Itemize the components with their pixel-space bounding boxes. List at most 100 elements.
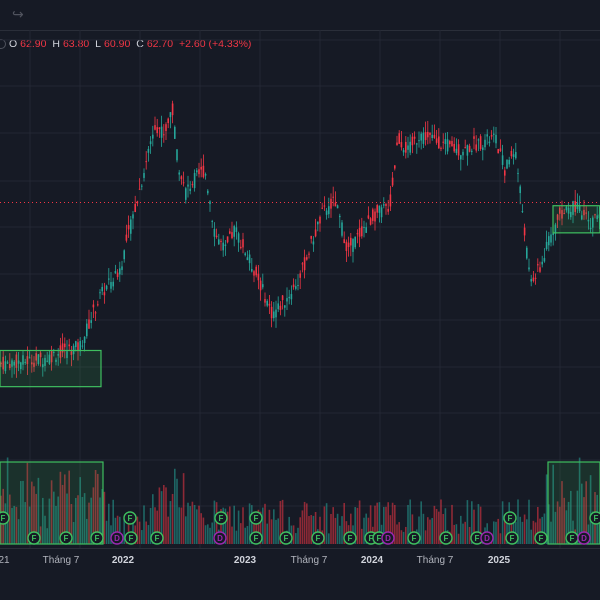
dividend-event-icon — [110, 531, 124, 545]
candle-body — [543, 258, 546, 262]
candle-body — [548, 236, 550, 246]
candle-body — [532, 277, 535, 282]
volume-bar — [211, 522, 213, 544]
candle-body — [444, 139, 447, 145]
volume-bar — [310, 515, 312, 544]
volume-bar — [400, 530, 403, 544]
volume-bar — [233, 505, 235, 544]
candle-body — [363, 226, 365, 228]
candle-body — [86, 323, 88, 337]
candle-body — [231, 232, 233, 239]
candle-body — [545, 241, 548, 250]
event-label: F — [348, 534, 353, 543]
volume-bar — [156, 510, 158, 544]
candle-body — [477, 139, 480, 141]
candle-body — [64, 343, 66, 348]
candle-body — [292, 284, 295, 288]
volume-bar — [127, 514, 130, 544]
candle-body — [22, 355, 24, 365]
volume-bar — [42, 497, 44, 544]
candle-body — [229, 231, 231, 234]
candle-body — [251, 268, 253, 272]
candle-body — [165, 124, 167, 132]
volume-bar — [266, 523, 268, 544]
candle-body — [178, 172, 180, 175]
candle-body — [330, 198, 332, 209]
volume-bar — [158, 487, 161, 544]
volume-bar — [182, 473, 185, 544]
volume-bar — [169, 501, 172, 544]
volume-bar — [330, 513, 332, 544]
candle-body — [68, 344, 70, 347]
candle-body — [468, 145, 471, 152]
candle-body — [449, 141, 451, 145]
candle-body — [554, 224, 557, 234]
candle-body — [257, 273, 260, 281]
volume-bar — [48, 498, 51, 544]
candle-body — [48, 354, 51, 364]
event-label: F — [369, 534, 374, 543]
candle-body — [521, 211, 524, 213]
volume-bar — [103, 491, 106, 544]
volume-bar — [116, 515, 119, 544]
volume-bar — [501, 501, 504, 544]
earnings-event-icon — [503, 511, 517, 525]
volume-bar — [312, 515, 315, 544]
volume-bar — [365, 513, 367, 544]
volume-bar — [303, 501, 306, 544]
volume-bar — [196, 509, 198, 544]
candle-body — [479, 136, 482, 149]
candle-body — [211, 220, 213, 222]
volume-bar — [528, 499, 530, 544]
candle-body — [433, 134, 436, 138]
redo-icon[interactable]: ↪ — [12, 6, 24, 22]
earnings-event-icon — [439, 531, 453, 545]
volume-bar — [185, 516, 187, 544]
event-label: F — [219, 514, 224, 523]
candle-body — [163, 134, 165, 136]
volume-bar — [356, 507, 359, 544]
candle-body — [79, 340, 81, 352]
candle-body — [33, 362, 35, 367]
grid-lines — [0, 30, 600, 548]
volume-bar — [257, 509, 260, 544]
volume-bar — [314, 512, 317, 544]
volume-bar — [237, 510, 240, 544]
volume-bar — [33, 486, 35, 544]
volume-bar — [343, 502, 345, 544]
volume-bar — [165, 487, 167, 544]
candle-body — [191, 184, 194, 186]
candle-body — [429, 132, 431, 135]
volume-bar — [292, 525, 295, 544]
volume-bar — [123, 518, 125, 544]
volume-bar — [427, 517, 429, 544]
candle-body — [328, 206, 330, 215]
volume-bar — [37, 477, 40, 544]
candle-body — [242, 239, 244, 248]
candle-body — [486, 134, 488, 137]
candle-body — [240, 246, 242, 249]
candle-body — [149, 141, 152, 145]
candle-body — [431, 134, 433, 139]
volume-bar — [308, 516, 310, 544]
candle-body — [81, 345, 84, 347]
candle-body — [409, 141, 411, 153]
volume-bar — [409, 499, 411, 544]
candle-body — [385, 203, 387, 206]
candle-body — [495, 134, 497, 144]
volume-bar — [526, 519, 528, 544]
top-toolbar: ↪ — [0, 0, 600, 31]
volume-bar — [136, 516, 139, 544]
volume-bar — [240, 523, 242, 544]
candle-body — [365, 227, 367, 233]
candle-body — [490, 135, 493, 137]
candle-body — [440, 147, 442, 149]
event-label: F — [444, 534, 449, 543]
time-axis[interactable]: 21 Tháng 7 2022 2023 Tháng 7 2024 Tháng 7 2025 — [0, 548, 600, 600]
volume-bar — [99, 497, 101, 544]
volume-bar — [585, 481, 587, 544]
candle-body — [42, 364, 44, 368]
volume-bar — [517, 499, 519, 544]
candle-body — [578, 205, 581, 212]
